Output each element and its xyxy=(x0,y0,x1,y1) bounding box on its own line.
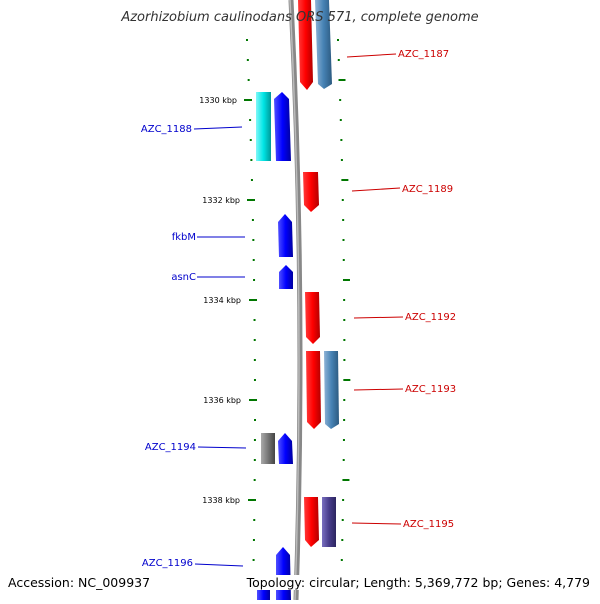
callout-line-azc-1188 xyxy=(193,126,243,130)
gene-arrow-azc-1196[interactable] xyxy=(276,547,291,600)
forward-strand-genes xyxy=(298,0,339,547)
ruler-label: 1336 kbp xyxy=(203,396,241,405)
topology-text: Topology: circular; Length: 5,369,772 bp… xyxy=(246,575,590,590)
gene-label-azc-1195[interactable]: AZC_1195 xyxy=(403,519,454,530)
gene-arrow-azc-1193-a[interactable] xyxy=(306,351,321,429)
callout-line-azc-1189 xyxy=(351,187,401,192)
genome-title: Azorhizobium caulinodans ORS 571, comple… xyxy=(121,10,479,25)
gene-box-azc-1195-b[interactable] xyxy=(322,497,336,547)
ruler: 1330 kbp 1332 kbp 1334 kbp 1336 kbp 1338… xyxy=(199,96,257,505)
gene-arrow-azc-1192[interactable] xyxy=(305,292,320,344)
gene-box-azc-1188-cyan[interactable] xyxy=(256,92,271,161)
gene-arrow-asnc[interactable] xyxy=(279,265,293,289)
gene-arrow-fkbm[interactable] xyxy=(278,214,293,257)
callout-line-azc-1196 xyxy=(194,563,244,567)
callout-line-azc-1194 xyxy=(197,446,247,449)
gene-label-azc-1194[interactable]: AZC_1194 xyxy=(145,442,196,453)
reverse-strand-genes xyxy=(256,92,293,600)
gene-label-azc-1188[interactable]: AZC_1188 xyxy=(141,124,192,135)
callout-line-azc-1193 xyxy=(353,388,404,391)
ruler-label: 1330 kbp xyxy=(199,96,237,105)
gene-arrow-azc-1194[interactable] xyxy=(278,433,293,464)
ruler-label: 1332 kbp xyxy=(202,196,240,205)
gene-label-asnc[interactable]: asnC xyxy=(171,272,196,283)
forward-strand-labels: AZC_1187 AZC_1189 AZC_1192 AZC_1193 AZC_… xyxy=(398,49,456,530)
callout-line-azc-1187 xyxy=(346,53,397,58)
callout-line-azc-1192 xyxy=(353,316,404,319)
gene-label-azc-1187[interactable]: AZC_1187 xyxy=(398,49,449,60)
gene-arrow-azc-1187-partner[interactable] xyxy=(315,0,332,89)
genome-backbone-highlight xyxy=(289,0,300,601)
gene-label-azc-1193[interactable]: AZC_1193 xyxy=(405,384,456,395)
gene-arrow-azc-1195-a[interactable] xyxy=(304,497,319,547)
reverse-strand-labels: AZC_1188 fkbM asnC AZC_1194 AZC_1196 xyxy=(141,124,196,569)
gene-arrow-azc-1189[interactable] xyxy=(303,172,319,212)
ruler-label: 1338 kbp xyxy=(202,496,240,505)
gene-label-azc-1196[interactable]: AZC_1196 xyxy=(142,558,193,569)
genome-backbone xyxy=(288,0,303,601)
accession-text: Accession: NC_009937 xyxy=(8,575,151,590)
gene-label-fkbm[interactable]: fkbM xyxy=(172,232,196,243)
gene-box-azc-1196-b[interactable] xyxy=(257,588,270,600)
ruler-label: 1334 kbp xyxy=(203,296,241,305)
gene-label-azc-1192[interactable]: AZC_1192 xyxy=(405,312,456,323)
gene-arrow-azc-1193-b[interactable] xyxy=(324,351,339,429)
gene-label-azc-1189[interactable]: AZC_1189 xyxy=(402,184,453,195)
gene-arrow-azc-1188[interactable] xyxy=(274,92,291,161)
callout-line-azc-1195 xyxy=(351,522,402,525)
gene-box-azc-1194-gray[interactable] xyxy=(261,433,275,464)
gene-arrow-azc-1187[interactable] xyxy=(298,0,313,90)
callout-lines xyxy=(193,53,404,567)
